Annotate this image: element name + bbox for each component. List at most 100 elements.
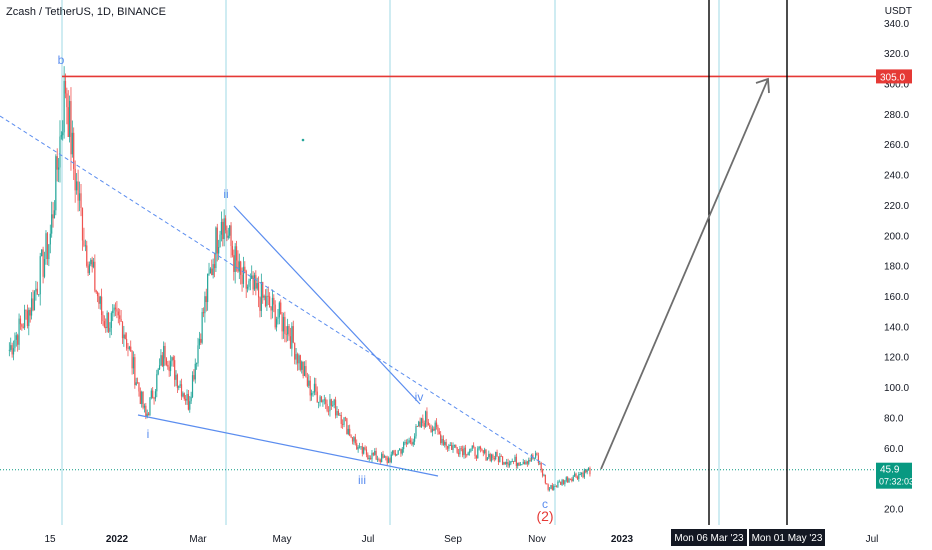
candle-body [183,393,185,399]
candle-body [198,338,200,346]
candle-body [81,207,84,241]
candle-body [418,421,420,427]
candle-body [143,405,146,408]
candle-body [67,107,69,137]
candle-body [70,101,72,155]
candle-body [312,392,314,394]
candle-body [429,425,431,428]
dashed-trendline [0,115,549,468]
candle-body [385,456,387,458]
candle-body [56,156,58,170]
candle-body [220,221,223,235]
candle-body [277,317,279,319]
date-tag [749,529,825,546]
candle-body [160,355,162,366]
candle-body [92,261,95,268]
candle-body [541,469,544,476]
candle-body [457,452,460,455]
y-tick-label: 140.0 [884,322,909,333]
candle-body [109,327,111,332]
candle-body [568,478,570,483]
candle-body [252,275,254,290]
candle-body [344,417,347,419]
candle-body [579,474,581,475]
marker-dot [301,138,305,142]
candle-body [361,446,363,454]
candle-body [284,316,286,334]
candle-body [390,454,392,463]
y-tick-label: 340.0 [884,19,909,30]
candle-body [488,454,490,458]
candle-body [145,405,147,417]
candle-body [489,454,491,461]
candle-body [524,461,526,465]
candle-body [492,454,494,458]
candle-body [275,318,278,328]
candle-body [567,477,569,483]
target-price-tag [876,69,912,84]
candle-body [565,477,567,481]
candle-body [229,225,231,236]
candle-body [134,357,136,386]
candle-body [477,448,479,459]
candle-body [511,461,513,463]
candle-body [259,297,261,311]
candle-body [136,382,139,384]
candle-body [414,436,416,442]
candle-body [110,313,112,328]
candle-body [569,478,572,480]
candle-body [21,324,23,327]
candle-body [126,338,128,349]
candle-body [375,450,377,460]
candle-body [157,369,159,375]
candle-body [269,296,271,308]
candle-body [131,350,133,369]
candle-body [405,442,407,444]
wave-label: (2) [536,508,553,524]
candle-body [295,354,297,360]
candle-body [546,483,548,485]
candle-body [583,469,585,478]
candle-body [53,210,56,219]
candle-body [415,426,417,437]
candle-body [514,456,516,462]
candle-body [499,456,501,463]
wave-label: ii [223,187,228,201]
candle-body [444,442,446,445]
candle-body [230,225,232,247]
candle-body [330,399,332,406]
candle-body [182,393,184,397]
date-tag-label: Mon 01 May '23 [752,533,823,544]
y-tick-label: 260.0 [884,140,909,151]
candle-body [478,446,480,449]
x-tick-label: Sep [444,534,462,545]
candle-body [374,450,376,455]
candle-body [530,454,533,461]
candle-body [158,365,161,370]
current-price-value: 45.9 [880,465,900,476]
candle-body [320,396,323,403]
candle-body [74,169,76,191]
candle-body [39,256,41,295]
candle-body [536,453,538,456]
candle-body [116,309,118,312]
candle-body [185,398,187,401]
candle-body [84,245,87,247]
candle-body [257,283,260,298]
candle-body [96,292,99,297]
candle-body [264,295,267,307]
candle-body [346,418,348,435]
candle-body [473,445,475,447]
candle-body [128,346,130,349]
candle-body [329,399,331,412]
candle-body [353,437,355,442]
candle-body [15,335,17,340]
candle-body [281,314,283,332]
candle-body [107,312,110,332]
candle-body [112,310,114,314]
candle-body [73,132,75,170]
candle-body [548,488,551,490]
candle-body [282,316,285,332]
